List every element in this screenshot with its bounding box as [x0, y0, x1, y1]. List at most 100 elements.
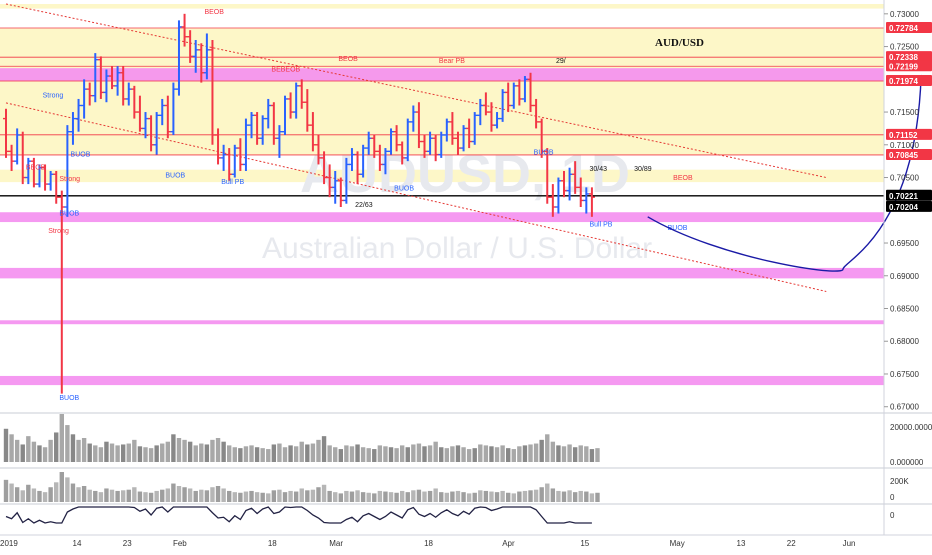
ohlc-bar[interactable]: [125, 82, 132, 106]
ohlc-bar[interactable]: [8, 144, 15, 171]
ohlc-bar[interactable]: [181, 13, 188, 47]
ohlc-bar[interactable]: [58, 190, 65, 394]
ohlc-bar[interactable]: [382, 148, 389, 175]
ohlc-bar[interactable]: [521, 76, 528, 103]
ohlc-bar[interactable]: [97, 56, 104, 99]
ohlc-bar[interactable]: [92, 53, 99, 103]
ohlc-bar[interactable]: [86, 82, 93, 106]
ohlc-bar[interactable]: [510, 82, 517, 109]
ohlc-bar[interactable]: [3, 108, 9, 158]
ohlc-bar[interactable]: [36, 164, 43, 188]
ohlc-bar[interactable]: [404, 118, 411, 162]
ohlc-bar[interactable]: [276, 125, 283, 158]
ohlc-bar[interactable]: [371, 134, 378, 158]
ohlc-bar[interactable]: [109, 66, 116, 90]
ohlc-bar[interactable]: [282, 95, 288, 135]
ohlc-bar[interactable]: [237, 138, 244, 171]
ohlc-bar[interactable]: [533, 98, 540, 129]
ohlc-bar[interactable]: [365, 131, 372, 155]
ohlc-bar[interactable]: [360, 144, 367, 178]
ohlc-bar[interactable]: [315, 134, 322, 165]
ohlc-bar[interactable]: [287, 92, 294, 119]
ohlc-bar[interactable]: [326, 164, 333, 198]
ohlc-bar[interactable]: [348, 148, 355, 171]
ohlc-bar[interactable]: [427, 131, 434, 155]
ohlc-bar[interactable]: [393, 125, 400, 152]
ohlc-bar[interactable]: [471, 112, 478, 145]
ohlc-bar[interactable]: [209, 40, 216, 145]
ohlc-bar[interactable]: [354, 151, 361, 185]
ohlc-bar[interactable]: [187, 30, 194, 63]
ohlc-bar[interactable]: [164, 95, 171, 139]
ohlc-bar[interactable]: [220, 144, 227, 171]
ohlc-bar[interactable]: [415, 102, 422, 149]
ohlc-bar[interactable]: [265, 98, 272, 129]
ohlc-bar[interactable]: [270, 102, 277, 145]
ohlc-bar[interactable]: [488, 102, 495, 132]
ohlc-bar[interactable]: [192, 40, 199, 73]
ohlc-bar[interactable]: [198, 43, 205, 83]
ohlc-bar[interactable]: [103, 69, 110, 103]
ohlc-bar[interactable]: [460, 125, 467, 152]
ohlc-bar[interactable]: [153, 112, 160, 155]
ohlc-bar[interactable]: [14, 128, 21, 165]
ohlc-bar[interactable]: [215, 128, 222, 165]
ohlc-bar[interactable]: [30, 157, 37, 188]
ohlc-bar[interactable]: [175, 20, 182, 96]
ohlc-bar[interactable]: [332, 170, 339, 204]
ohlc-bar[interactable]: [499, 89, 506, 122]
ohlc-bar[interactable]: [64, 125, 71, 217]
ohlc-bar[interactable]: [293, 82, 300, 119]
ohlc-bar[interactable]: [231, 144, 238, 178]
ohlc-bar[interactable]: [505, 82, 512, 113]
ohlc-bar[interactable]: [148, 115, 155, 152]
trend-line[interactable]: [5, 102, 827, 292]
ohlc-bar[interactable]: [259, 115, 266, 145]
ohlc-bar[interactable]: [421, 134, 428, 158]
ohlc-bar[interactable]: [170, 82, 177, 135]
ohlc-bar[interactable]: [482, 92, 489, 116]
ohlc-bar[interactable]: [432, 134, 439, 162]
ohlc-bar[interactable]: [69, 112, 76, 145]
ohlc-bar[interactable]: [538, 118, 545, 158]
ohlc-bar[interactable]: [454, 131, 461, 155]
ohlc-bar[interactable]: [47, 170, 54, 191]
ohlc-bar[interactable]: [376, 144, 383, 171]
ohlc-bar[interactable]: [443, 118, 450, 142]
ohlc-bar[interactable]: [321, 151, 328, 185]
ohlc-bar[interactable]: [131, 85, 138, 119]
ohlc-bar[interactable]: [309, 112, 316, 152]
ohlc-bar[interactable]: [583, 187, 590, 214]
ohlc-bar[interactable]: [242, 118, 249, 171]
ohlc-bar[interactable]: [516, 79, 523, 106]
ohlc-bar[interactable]: [572, 161, 579, 194]
ohlc-bar[interactable]: [561, 170, 567, 198]
ohlc-bar[interactable]: [81, 79, 88, 119]
ohlc-bar[interactable]: [53, 170, 60, 204]
ohlc-bar[interactable]: [527, 72, 534, 113]
ohlc-bar[interactable]: [577, 177, 584, 207]
ohlc-bar[interactable]: [226, 148, 233, 181]
ohlc-bar[interactable]: [114, 66, 121, 96]
ohlc-bar[interactable]: [25, 157, 32, 185]
ohlc-bar[interactable]: [298, 79, 305, 109]
ohlc-bar[interactable]: [399, 141, 406, 165]
ohlc-bar[interactable]: [494, 112, 501, 129]
ohlc-bar[interactable]: [555, 177, 562, 214]
ohlc-bar[interactable]: [203, 33, 210, 80]
ohlc-bar[interactable]: [410, 105, 417, 132]
ohlc-bar[interactable]: [544, 148, 551, 204]
ohlc-bar[interactable]: [142, 112, 149, 139]
ohlc-bar[interactable]: [566, 167, 573, 201]
ohlc-bar[interactable]: [19, 131, 26, 185]
ohlc-bar[interactable]: [75, 98, 82, 132]
ohlc-bar[interactable]: [438, 131, 445, 158]
ohlc-bar[interactable]: [304, 89, 311, 132]
ohlc-bar[interactable]: [388, 128, 395, 155]
ohlc-bar[interactable]: [159, 98, 166, 126]
ohlc-bar[interactable]: [42, 164, 49, 191]
ohlc-bar[interactable]: [449, 112, 456, 145]
ohlc-bar[interactable]: [549, 184, 556, 217]
ohlc-bar[interactable]: [343, 157, 350, 204]
